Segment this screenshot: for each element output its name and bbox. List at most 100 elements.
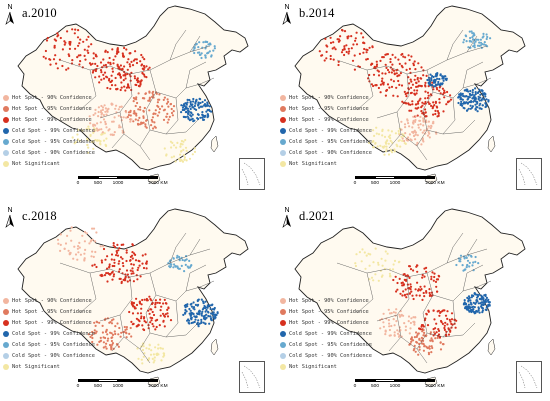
hotspot-point — [469, 36, 472, 40]
hotspot-point — [158, 301, 161, 305]
hotspot-point — [432, 328, 435, 331]
hotspot-point — [165, 102, 169, 105]
hotspot-point — [414, 107, 417, 110]
hotspot-point — [374, 84, 377, 87]
hotspot-point — [123, 46, 126, 50]
hotspot-point — [142, 345, 145, 348]
hotspot-point — [448, 318, 451, 321]
hotspot-point — [165, 115, 168, 118]
hotspot-point — [53, 44, 56, 47]
legend-swatch — [3, 160, 9, 167]
legend-item: Hot Spot - 90% Confidence — [280, 295, 440, 306]
hotspot-point — [82, 40, 85, 43]
hotspot-point — [329, 36, 332, 39]
north-arrow-icon — [5, 11, 14, 25]
hotspot-point — [111, 343, 114, 346]
hotspot-point — [184, 311, 187, 314]
south-china-sea-inset — [516, 158, 542, 190]
hotspot-point — [455, 263, 458, 267]
hotspot-point — [486, 35, 489, 39]
hotspot-point — [458, 260, 461, 263]
hotspot-point — [427, 310, 430, 313]
hotspot-point — [442, 343, 445, 346]
hotspot-point — [444, 321, 447, 324]
legend-swatch — [3, 363, 9, 370]
hotspot-point — [140, 63, 144, 66]
hotspot-point — [45, 39, 49, 42]
hotspot-point — [67, 67, 70, 70]
hotspot-point — [480, 294, 483, 297]
hotspot-point — [408, 67, 411, 70]
hotspot-point — [353, 54, 356, 57]
hotspot-point — [474, 98, 477, 101]
hotspot-point — [445, 78, 448, 82]
hotspot-point — [124, 89, 127, 92]
hotspot-point — [111, 120, 114, 123]
hotspot-point — [414, 103, 417, 106]
hotspot-point — [459, 96, 462, 99]
hotspot-point — [137, 80, 140, 83]
hotspot-point — [106, 339, 109, 342]
hotspot-point — [122, 264, 125, 268]
hotspot-point — [389, 275, 392, 278]
hotspot-point — [413, 60, 416, 63]
hotspot-point — [81, 234, 84, 237]
hotspot-point — [434, 109, 437, 112]
hotspot-point — [68, 40, 71, 44]
hotspot-point — [125, 336, 128, 339]
legend: Hot Spot - 90% Confidence Hot Spot - 95% … — [3, 92, 163, 169]
hotspot-point — [415, 264, 419, 267]
hotspot-point — [153, 356, 156, 359]
hotspot-point — [95, 231, 98, 234]
hotspot-point — [466, 296, 469, 299]
hotspot-point — [56, 238, 60, 241]
hotspot-point — [89, 133, 92, 137]
hotspot-point — [208, 304, 212, 307]
hotspot-point — [126, 273, 129, 276]
hotspot-point — [158, 111, 161, 114]
hotspot-point — [126, 72, 129, 76]
hotspot-point — [193, 104, 196, 108]
hotspot-point — [117, 345, 120, 348]
hotspot-point — [403, 90, 406, 93]
hotspot-point — [372, 73, 376, 76]
hotspot-point — [401, 284, 404, 287]
hotspot-point — [418, 119, 421, 122]
country-boundary — [17, 5, 249, 171]
hotspot-point — [343, 45, 346, 48]
hotspot-point — [425, 115, 428, 118]
legend-swatch — [3, 352, 9, 359]
hotspot-point — [107, 337, 110, 340]
hotspot-point — [125, 326, 128, 329]
hotspot-point — [481, 92, 484, 95]
hotspot-point — [86, 49, 89, 52]
hotspot-point — [405, 95, 408, 98]
hotspot-point — [112, 62, 115, 65]
hotspot-point — [413, 129, 416, 132]
hotspot-point — [481, 307, 484, 310]
hotspot-point — [459, 254, 463, 257]
hotspot-point — [121, 262, 124, 265]
hotspot-point — [150, 319, 153, 322]
hotspot-point — [395, 72, 398, 75]
hotspot-point — [476, 293, 479, 296]
hotspot-point — [424, 317, 427, 320]
hotspot-point — [465, 305, 469, 308]
legend-label: Cold Spot - 99% Confidence — [12, 127, 95, 134]
legend-label: Hot Spot - 99% Confidence — [12, 319, 92, 326]
hotspot-point — [139, 275, 142, 278]
hotspot-point — [393, 148, 396, 151]
hotspot-point — [462, 106, 465, 109]
hotspot-point — [485, 98, 488, 101]
hotspot-point — [208, 50, 211, 53]
hotspot-point — [117, 114, 120, 117]
hotspot-point — [158, 93, 161, 96]
hotspot-point — [206, 116, 209, 119]
hotspot-point — [437, 114, 440, 117]
hotspot-point — [482, 43, 486, 46]
hotspot-point — [412, 316, 415, 319]
hotspot-point — [137, 108, 140, 111]
hotspot-point — [481, 43, 484, 46]
hotspot-point — [368, 141, 371, 144]
hotspot-point — [340, 28, 344, 32]
